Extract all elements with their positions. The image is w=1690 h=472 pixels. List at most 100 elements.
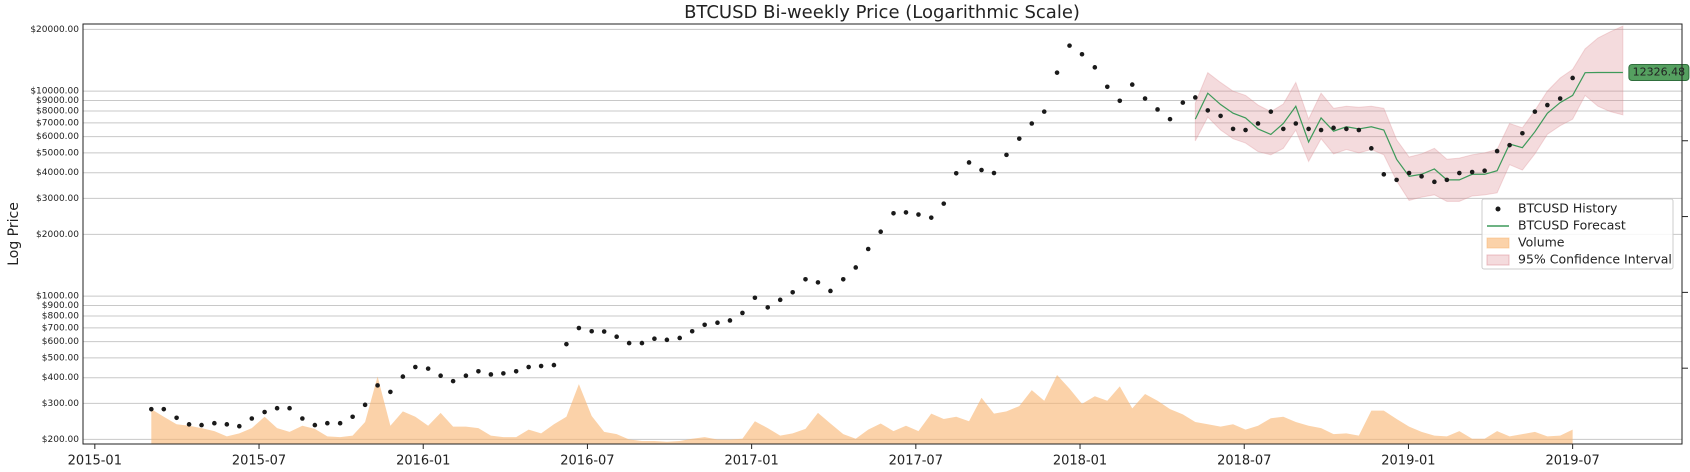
y-axis-label: Log Price	[6, 202, 22, 266]
history-point	[1570, 75, 1575, 81]
history-point	[601, 329, 607, 334]
y-tick-label: $700.00	[42, 323, 79, 333]
history-point	[1482, 168, 1487, 174]
history-point	[1167, 116, 1173, 122]
x-tick-label: 2015-01	[68, 454, 122, 469]
history-point	[1142, 96, 1148, 101]
history-point	[501, 371, 506, 376]
x-tick-label: 2018-07	[1217, 454, 1271, 469]
history-point	[1180, 100, 1186, 105]
history-point	[1281, 126, 1286, 132]
history-point	[790, 289, 795, 295]
history-point	[1494, 148, 1500, 154]
history-point	[1507, 142, 1512, 148]
history-point	[1419, 174, 1424, 179]
y-tick-label: $300.00	[42, 399, 79, 409]
history-point	[916, 212, 921, 217]
history-point	[953, 170, 959, 176]
y-tick-label: $8000.00	[36, 106, 79, 116]
history-point	[1230, 126, 1236, 132]
y-tick-label: $500.00	[42, 353, 79, 363]
history-point	[1381, 172, 1387, 177]
history-point	[1193, 95, 1198, 100]
history-point	[1469, 169, 1475, 175]
history-point	[1545, 102, 1550, 108]
history-point	[362, 402, 368, 408]
confidence-band	[1194, 25, 1624, 202]
history-point	[1318, 127, 1324, 133]
history-point	[488, 372, 494, 377]
history-point	[626, 340, 632, 346]
y-tick-label: $900.00	[42, 301, 79, 311]
history-point	[853, 265, 859, 270]
history-point	[1117, 98, 1123, 104]
x-tick-label: 2019-01	[1381, 454, 1435, 469]
history-point	[438, 373, 443, 379]
legend-marker	[1486, 237, 1510, 249]
history-point	[538, 363, 544, 369]
x-tick-label: 2018-01	[1053, 454, 1107, 469]
y-tick-label: $10000.00	[30, 87, 79, 97]
x-tick-label: 2019-07	[1545, 454, 1599, 469]
history-point	[1331, 125, 1336, 131]
history-point	[652, 336, 657, 341]
history-point	[777, 297, 783, 303]
history-point	[1268, 109, 1274, 114]
y-tick-label: $9000.00	[36, 96, 79, 106]
legend-box	[1481, 198, 1674, 270]
value-label-box	[1628, 63, 1690, 81]
history-point	[1243, 127, 1248, 133]
history-point	[828, 288, 833, 294]
history-point	[1557, 96, 1563, 101]
volume-area	[151, 375, 1573, 444]
legend-label: BTCUSD Forecast	[1518, 218, 1626, 233]
history-point	[903, 210, 909, 215]
history-point	[237, 423, 242, 429]
history-point	[1016, 136, 1022, 141]
history-point	[752, 295, 758, 301]
history-point	[1218, 113, 1223, 119]
y-tick-label: $1000.00	[36, 292, 79, 302]
history-point	[312, 422, 318, 428]
history-point	[589, 328, 594, 334]
history-point	[702, 322, 707, 328]
y-tick-label: $7000.00	[36, 118, 79, 128]
history-point	[1029, 121, 1035, 126]
history-point	[1004, 152, 1009, 158]
history-point	[513, 368, 519, 374]
legend-label: BTCUSD History	[1518, 201, 1618, 216]
history-point	[450, 378, 456, 384]
history-point	[337, 420, 343, 426]
y-tick-label: $600.00	[42, 337, 79, 347]
history-point	[1356, 127, 1362, 133]
history-point	[1520, 130, 1525, 136]
history-point	[1532, 109, 1538, 114]
history-point	[224, 422, 230, 427]
history-point	[526, 364, 531, 370]
legend-label: Volume	[1518, 235, 1565, 250]
history-point	[149, 406, 154, 412]
history-point	[1457, 170, 1462, 176]
history-point	[186, 422, 192, 427]
history-point	[1079, 51, 1085, 57]
history-point	[400, 374, 406, 379]
history-point	[878, 229, 883, 234]
legend-marker	[1495, 206, 1501, 212]
y-tick-label: $5000.00	[36, 148, 79, 158]
history-point	[463, 373, 469, 379]
history-point	[979, 167, 984, 173]
history-point	[991, 170, 997, 176]
history-point	[1444, 177, 1450, 183]
history-point	[614, 334, 619, 340]
history-point	[287, 405, 292, 411]
history-point	[388, 389, 393, 395]
x-tick-label: 2017-01	[724, 454, 778, 469]
history-point	[350, 414, 355, 420]
history-point	[161, 406, 167, 412]
history-point	[1432, 179, 1437, 185]
history-point	[262, 409, 267, 415]
x-tick-label: 2016-07	[560, 454, 614, 469]
value-label: 12326.48	[1633, 65, 1686, 78]
history-point	[765, 305, 771, 310]
